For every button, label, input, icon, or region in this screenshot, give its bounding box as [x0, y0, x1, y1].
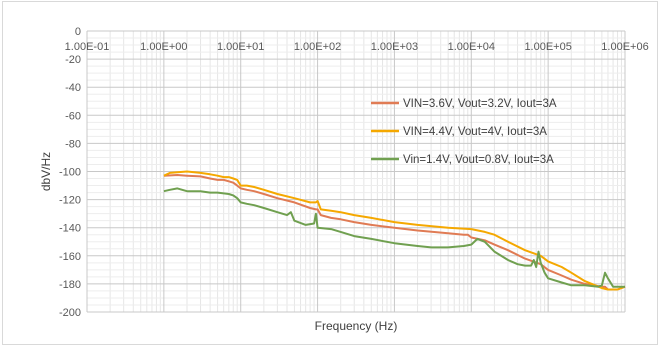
legend-label-2: VIN=4.4V, Vout=4V, Iout=3A: [403, 126, 547, 138]
y-tick-label: -100: [59, 167, 81, 179]
grid: [86, 30, 626, 313]
y-tick-label: -60: [65, 110, 81, 122]
y-tick-label: -80: [65, 138, 81, 150]
y-tick-label: -140: [59, 223, 81, 235]
y-tick-label: -200: [59, 307, 81, 319]
x-tick-label: 1.00E+03: [371, 41, 418, 53]
line-chart: 0 -20 -40 -60 -80 -100 -120 -140 -160 -180 -200 1.…: [39, 26, 649, 333]
y-tick-label: -20: [65, 54, 81, 66]
series-line-2: [163, 170, 626, 291]
y-axis-title: dbV/Hz: [39, 152, 53, 191]
series-lines: [163, 170, 626, 291]
series-line-1: [163, 174, 626, 291]
x-tick-label: 1.00E+05: [524, 41, 571, 53]
y-axis-tick-labels: 0 -20 -40 -60 -80 -100 -120 -140 -160 -180 -200: [59, 26, 81, 319]
x-tick-label: 1.00E+04: [448, 41, 495, 53]
chart-frame: 0 -20 -40 -60 -80 -100 -120 -140 -160 -180 -200 1.…: [2, 1, 658, 345]
legend-label-3: Vin=1.4V, Vout=0.8V, Iout=3A: [403, 154, 554, 166]
y-tick-label: -120: [59, 195, 81, 207]
x-axis-tick-labels: 1.00E-01 1.00E+00 1.00E+01 1.00E+02 1.00E+03…: [65, 41, 649, 53]
y-tick-label: 0: [75, 26, 81, 38]
x-axis-title: Frequency (Hz): [315, 319, 398, 333]
legend-label-1: VIN=3.6V, Vout=3.2V, Iout=3A: [403, 98, 557, 110]
legend: VIN=3.6V, Vout=3.2V, Iout=3A VIN=4.4V, Vo…: [371, 98, 557, 166]
x-tick-label: 1.00E+00: [140, 41, 187, 53]
x-tick-label: 1.00E+06: [601, 41, 648, 53]
y-tick-label: -180: [59, 279, 81, 291]
x-tick-label: 1.00E-01: [65, 41, 110, 53]
y-tick-label: -40: [65, 82, 81, 94]
y-tick-label: -160: [59, 251, 81, 263]
series-line-3: [163, 187, 625, 288]
x-tick-label: 1.00E+02: [294, 41, 341, 53]
x-tick-label: 1.00E+01: [217, 41, 264, 53]
